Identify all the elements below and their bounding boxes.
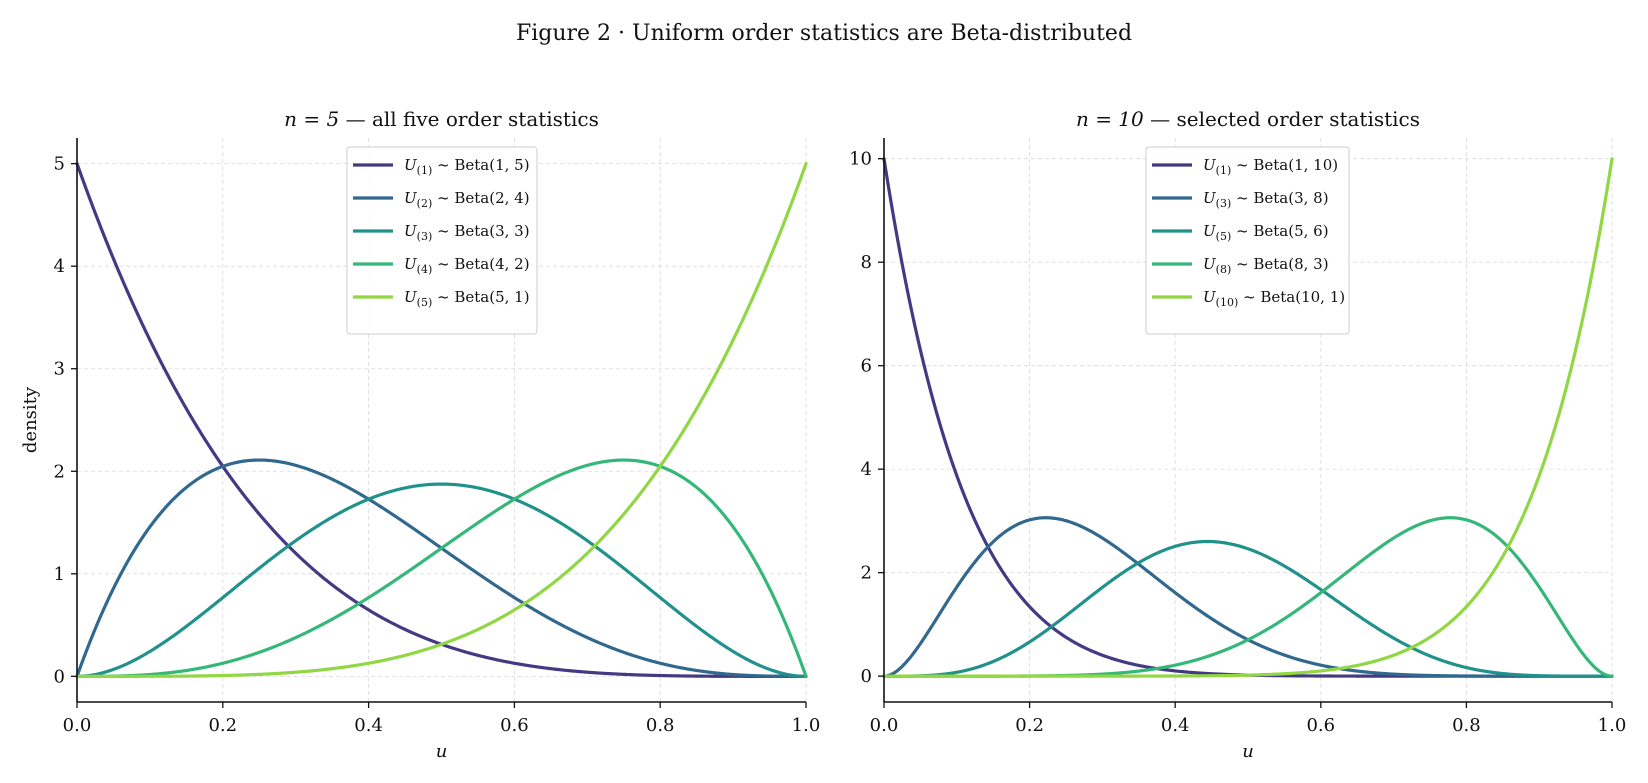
x-tick-label: 0.2 (1015, 715, 1044, 736)
x-tick-label: 0.6 (500, 715, 529, 736)
x-tick-label: 0.8 (1452, 715, 1481, 736)
legend: U(1) ~ Beta(1, 10) U(3) ~ Beta(3, 8) U(5) … (1145, 146, 1350, 335)
y-tick-label: 0 (861, 666, 872, 687)
legend-label: U(1) ~ Beta(1, 10) (1203, 156, 1338, 177)
series-line-5 (75, 162, 808, 678)
legend-label: U(1) ~ Beta(1, 5) (404, 156, 530, 177)
y-tick-label: 5 (54, 154, 65, 175)
legend-frame (346, 146, 538, 335)
panel-title-text: — selected order statistics (1144, 107, 1420, 131)
legend-label: U(4) ~ Beta(4, 2) (404, 255, 530, 276)
legend: U(1) ~ Beta(1, 5) U(2) ~ Beta(2, 4) U(3) ~… (346, 146, 538, 335)
panel-2: n = 10 — selected order statistics 0.0 0.2… (849, 107, 1626, 762)
x-tick-label: 0.4 (1161, 715, 1190, 736)
x-tick-label: 0.2 (208, 715, 237, 736)
y-tick-label: 2 (861, 563, 872, 584)
x-tick-label: 0.0 (63, 715, 92, 736)
x-tick-label: 1.0 (792, 715, 821, 736)
y-tick-label: 1 (54, 564, 65, 585)
legend-label: U(5) ~ Beta(5, 1) (404, 288, 530, 309)
series-line-3 (882, 539, 1614, 678)
panel-title: n = 5 — all five order statistics (284, 107, 599, 131)
x-tick-label: 0.4 (354, 715, 383, 736)
legend-label: U(2) ~ Beta(2, 4) (404, 189, 530, 210)
y-tick-label: 4 (54, 256, 65, 277)
panels: n = 5 — all five order statistics 0.0 0.2 0… (20, 107, 1626, 762)
x-axis-label: u (436, 741, 448, 762)
y-tick-label: 8 (861, 252, 872, 273)
y-axis-label: density (20, 386, 41, 453)
legend-label: U(3) ~ Beta(3, 8) (1203, 189, 1329, 210)
y-tick-label: 10 (849, 149, 872, 170)
panel-title-math: n = 10 (1076, 107, 1144, 131)
legend-frame (1145, 146, 1350, 335)
x-axis-label: u (1242, 741, 1254, 762)
legend-label: U(8) ~ Beta(8, 3) (1203, 255, 1329, 276)
x-tick-label: 0.6 (1306, 715, 1335, 736)
y-tick-label: 6 (861, 356, 872, 377)
x-tick-label: 0.0 (870, 715, 899, 736)
y-tick-label: 2 (54, 461, 65, 482)
y-tick-label: 3 (54, 359, 65, 380)
series-line-3 (75, 482, 808, 678)
panel-title-text: — all five order statistics (339, 107, 599, 131)
y-tick-label: 0 (54, 666, 65, 687)
panel-1: n = 5 — all five order statistics 0.0 0.2 0… (20, 107, 820, 762)
series-line-4 (75, 458, 808, 678)
x-tick-label: 1.0 (1598, 715, 1627, 736)
series-line-5 (882, 157, 1614, 678)
panel-title: n = 10 — selected order statistics (1076, 107, 1420, 131)
x-tick-label: 0.8 (646, 715, 675, 736)
legend-label: U(5) ~ Beta(5, 6) (1203, 222, 1329, 243)
panel-title-math: n = 5 (284, 107, 339, 131)
figure-title: Figure 2 · Uniform order statistics are … (516, 21, 1132, 46)
y-tick-label: 4 (861, 459, 872, 480)
legend-label: U(3) ~ Beta(3, 3) (404, 222, 530, 243)
legend-label: U(10) ~ Beta(10, 1) (1203, 288, 1345, 309)
